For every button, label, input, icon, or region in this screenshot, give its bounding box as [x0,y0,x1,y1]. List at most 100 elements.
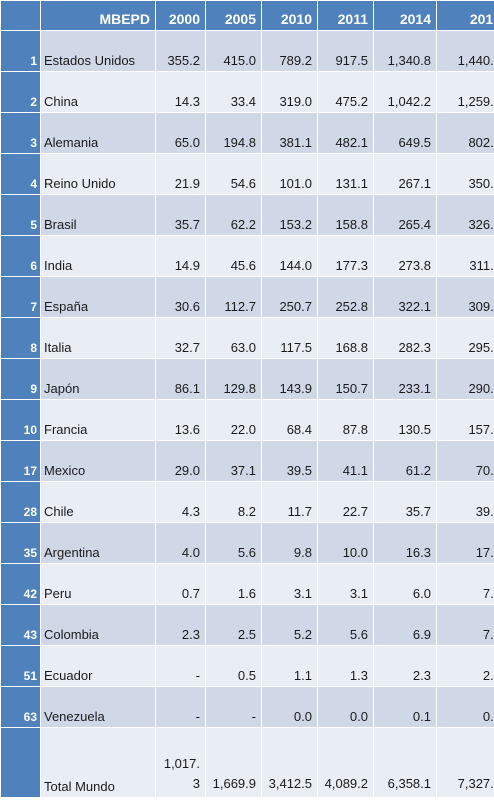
header-year-2005: 2005 [205,0,262,31]
value-cell-2010: 68.4 [261,399,318,441]
value-cell-2011: 131.1 [317,153,374,195]
value-cell-2005: 0.5 [205,645,262,687]
value-cell-2011: 168.8 [317,317,374,359]
header-corner-cell [0,0,41,31]
value-cell-2000: 355.2 [155,30,206,72]
rank-cell: 9 [0,358,41,400]
value-cell-2015: 39.6 [436,481,494,523]
rank-cell [0,727,41,798]
value-cell-2015: 0.1 [436,686,494,728]
rank-cell: 7 [0,276,41,318]
value-cell-2011: 22.7 [317,481,374,523]
header-year-2000: 2000 [155,0,206,31]
value-cell-2015: 290.8 [436,358,494,400]
value-cell-2014: 6.0 [373,563,437,605]
value-cell-2010: 11.7 [261,481,318,523]
value-cell-2000: 14.9 [155,235,206,277]
value-cell-2005: 22.0 [205,399,262,441]
rank-cell: 5 [0,194,41,236]
value-cell-2000: 32.7 [155,317,206,359]
value-cell-2005: - [205,686,262,728]
value-cell-2000: 30.6 [155,276,206,318]
rank-cell: 3 [0,112,41,154]
value-cell-2014: 1,340.8 [373,30,437,72]
value-cell-2014: 35.7 [373,481,437,523]
value-cell-2014: 16.3 [373,522,437,564]
value-cell-2000: 0.7 [155,563,206,605]
value-cell-2015: 309.3 [436,276,494,318]
rank-cell: 28 [0,481,41,523]
header-unit-label: MBEPD [40,0,156,31]
value-cell-2010: 143.9 [261,358,318,400]
value-cell-2015: 7.2 [436,604,494,646]
value-cell-2011: 482.1 [317,112,374,154]
country-cell: India [40,235,156,277]
value-cell-2000: 29.0 [155,440,206,482]
header-row: MBEPD 2000 2005 2010 2011 2014 2015 [0,0,494,31]
value-cell-2005: 2.5 [205,604,262,646]
rank-cell: 6 [0,235,41,277]
value-cell-2014: 6.9 [373,604,437,646]
rank-cell: 10 [0,399,41,441]
value-cell-2005: 129.8 [205,358,262,400]
value-cell-2011: 475.2 [317,71,374,113]
value-cell-2005: 112.7 [205,276,262,318]
value-cell-2014: 2.3 [373,645,437,687]
value-cell-2011: 41.1 [317,440,374,482]
value-cell-2010: 3,412.5 [261,727,318,798]
value-cell-2015: 1,440.8 [436,30,494,72]
value-cell-2000: 65.0 [155,112,206,154]
value-cell-2005: 1.6 [205,563,262,605]
rank-cell: 1 [0,30,41,72]
country-cell: Ecuador [40,645,156,687]
rank-cell: 8 [0,317,41,359]
header-year-2014: 2014 [373,0,437,31]
value-cell-2011: 1.3 [317,645,374,687]
value-cell-2011: 10.0 [317,522,374,564]
country-cell: Alemania [40,112,156,154]
value-cell-2015: 295.1 [436,317,494,359]
value-cell-2005: 63.0 [205,317,262,359]
value-cell-2000: 21.9 [155,153,206,195]
value-cell-2010: 39.5 [261,440,318,482]
value-cell-2014: 649.5 [373,112,437,154]
rank-cell: 17 [0,440,41,482]
value-cell-2000: 2.3 [155,604,206,646]
value-cell-2000: 14.3 [155,71,206,113]
value-cell-2011: 150.7 [317,358,374,400]
value-cell-2000: - [155,645,206,687]
value-cell-2000: 4.3 [155,481,206,523]
value-cell-2010: 9.8 [261,522,318,564]
value-cell-2014: 1,042.2 [373,71,437,113]
value-cell-2011: 917.5 [317,30,374,72]
value-cell-2015: 17.2 [436,522,494,564]
country-cell: Chile [40,481,156,523]
value-cell-2011: 0.0 [317,686,374,728]
value-cell-2015: 2.5 [436,645,494,687]
value-cell-2014: 233.1 [373,358,437,400]
value-cell-2000: 13.6 [155,399,206,441]
value-cell-2011: 4,089.2 [317,727,374,798]
country-cell: Francia [40,399,156,441]
table-row: 1 Estados Unidos 355.2 415.0 789.2 917.5 1,340… [0,30,494,72]
country-cell: Brasil [40,194,156,236]
value-cell-2005: 415.0 [205,30,262,72]
value-cell-2005: 62.2 [205,194,262,236]
value-cell-2011: 3.1 [317,563,374,605]
country-cell: Mexico [40,440,156,482]
header-year-2010: 2010 [261,0,318,31]
value-cell-2005: 1,669.9 [205,727,262,798]
value-cell-2000: 35.7 [155,194,206,236]
rank-cell: 43 [0,604,41,646]
value-cell-2005: 37.1 [205,440,262,482]
value-cell-2005: 54.6 [205,153,262,195]
country-cell: Colombia [40,604,156,646]
